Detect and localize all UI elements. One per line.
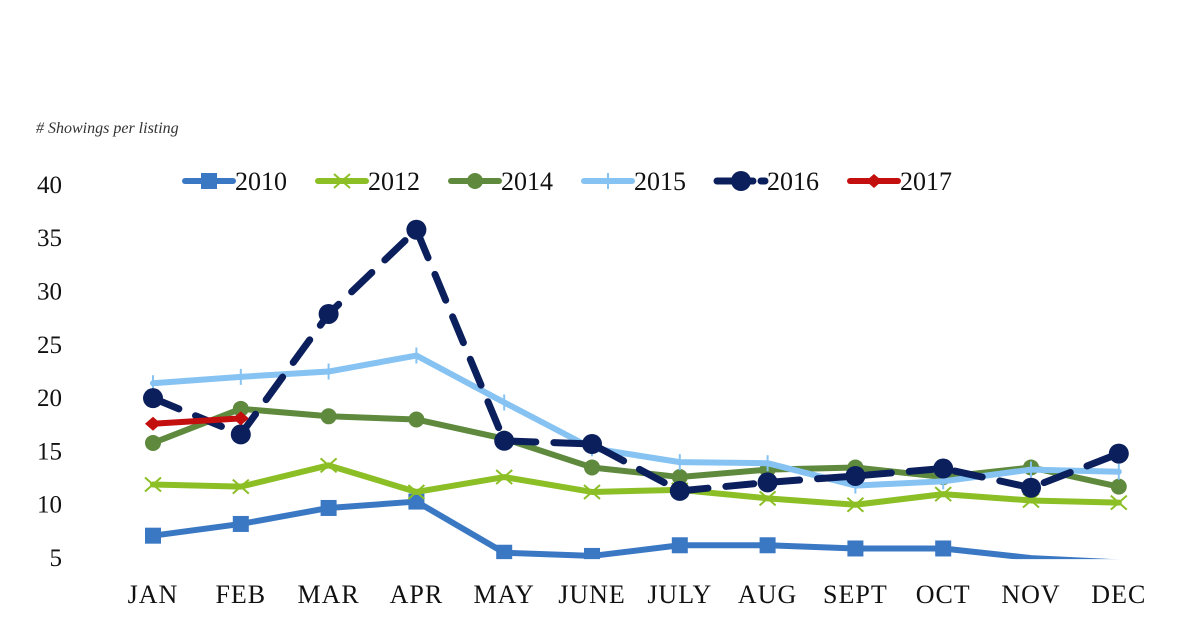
x-tick-label: NOV <box>1001 580 1060 609</box>
legend-item-2014: 2014 <box>448 167 553 196</box>
data-point-2012 <box>1110 494 1128 511</box>
data-point-2010 <box>584 547 600 560</box>
series-line-2015 <box>150 352 1122 489</box>
x-tick-label: FEB <box>215 580 266 609</box>
data-point-2010 <box>759 537 776 554</box>
series-line-2016 <box>149 226 1123 495</box>
data-point-2016 <box>757 472 778 493</box>
legend-item-2012: 2012 <box>315 167 420 196</box>
data-point-2017 <box>145 416 161 431</box>
data-point-2016 <box>143 388 163 409</box>
data-point-2016 <box>933 458 954 479</box>
series-line-2012 <box>150 462 1122 508</box>
data-point-2016 <box>582 434 602 455</box>
x-tick-label: AUG <box>738 580 797 609</box>
y-tick-label: 35 <box>37 225 62 252</box>
x-tick-label: OCT <box>916 580 971 609</box>
data-point-2010 <box>847 540 864 557</box>
data-point-2014 <box>232 400 249 417</box>
y-tick-label: 40 <box>37 172 62 199</box>
legend-marker-2017 <box>866 174 882 188</box>
x-tick-label: SEPT <box>823 580 888 609</box>
legend-label: 2012 <box>368 167 420 196</box>
legend-marker-2016 <box>731 171 751 191</box>
data-point-2016 <box>845 465 866 486</box>
legend-item-2017: 2017 <box>847 167 952 196</box>
data-point-2012 <box>407 484 426 500</box>
x-tick-label: APR <box>390 580 444 609</box>
x-tick-label: JULY <box>647 580 712 609</box>
data-point-2014 <box>1110 478 1127 495</box>
data-point-2012 <box>583 484 601 500</box>
legend-label: 2015 <box>634 167 686 196</box>
data-point-2014 <box>408 411 425 428</box>
x-tick-label: MAR <box>297 580 359 609</box>
x-tick-label: JUNE <box>558 580 626 609</box>
legend-item-2015: 2015 <box>581 167 686 196</box>
y-tick-label: 10 <box>37 492 62 519</box>
data-point-2010 <box>320 499 337 516</box>
data-point-2012 <box>144 476 162 493</box>
data-point-2012 <box>495 469 513 485</box>
data-point-2014 <box>145 434 161 451</box>
y-tick-label: 30 <box>37 279 62 306</box>
series-2017 <box>145 411 249 431</box>
data-point-2012 <box>758 490 777 507</box>
data-point-2010 <box>671 537 688 554</box>
data-point-2016 <box>230 424 251 445</box>
y-tick-label: 5 <box>50 545 63 572</box>
data-point-2017 <box>232 411 249 426</box>
data-point-2012 <box>232 478 250 495</box>
y-tick-label: 15 <box>37 438 62 465</box>
legend-marker-2012 <box>333 173 351 189</box>
y-tick-label: 20 <box>37 385 62 412</box>
series-2012 <box>144 457 1128 513</box>
data-point-2012 <box>934 486 952 502</box>
legend-label: 2016 <box>767 167 819 196</box>
y-tick-label: 25 <box>37 332 62 359</box>
data-point-2010 <box>145 527 161 544</box>
x-tick-label: JAN <box>128 580 179 609</box>
series-line-2014 <box>150 405 1122 490</box>
legend-item-2010: 2010 <box>182 167 287 196</box>
data-point-2014 <box>320 408 337 425</box>
data-point-2016 <box>406 219 427 240</box>
data-point-2012 <box>319 457 338 474</box>
data-point-2014 <box>671 469 688 486</box>
legend-marker-2010 <box>201 173 217 189</box>
series-line-2010 <box>150 498 1115 560</box>
legend-label: 2014 <box>501 167 553 196</box>
data-point-2012 <box>846 497 865 513</box>
data-point-2016 <box>1021 477 1041 498</box>
legend-marker-2014 <box>467 173 483 189</box>
data-point-2016 <box>669 480 690 501</box>
data-point-2016 <box>1108 443 1129 464</box>
series-2014 <box>145 400 1127 495</box>
legend-label: 2010 <box>235 167 287 196</box>
series-2010 <box>145 493 1115 560</box>
series-line-2017 <box>150 415 244 427</box>
data-point-2010 <box>232 515 249 532</box>
series-2016 <box>143 219 1129 501</box>
data-point-2010 <box>496 544 513 560</box>
legend-item-2016: 2016 <box>713 167 819 196</box>
data-point-2016 <box>494 430 515 451</box>
x-tick-label: MAY <box>474 580 535 609</box>
data-point-2016 <box>318 303 339 324</box>
legend-label: 2017 <box>900 167 952 196</box>
x-tick-label: DEC <box>1091 580 1146 609</box>
data-point-2010 <box>408 493 425 510</box>
data-point-2014 <box>584 459 600 476</box>
data-point-2010 <box>935 540 952 557</box>
y-axis-label: # Showings per listing <box>36 120 179 137</box>
